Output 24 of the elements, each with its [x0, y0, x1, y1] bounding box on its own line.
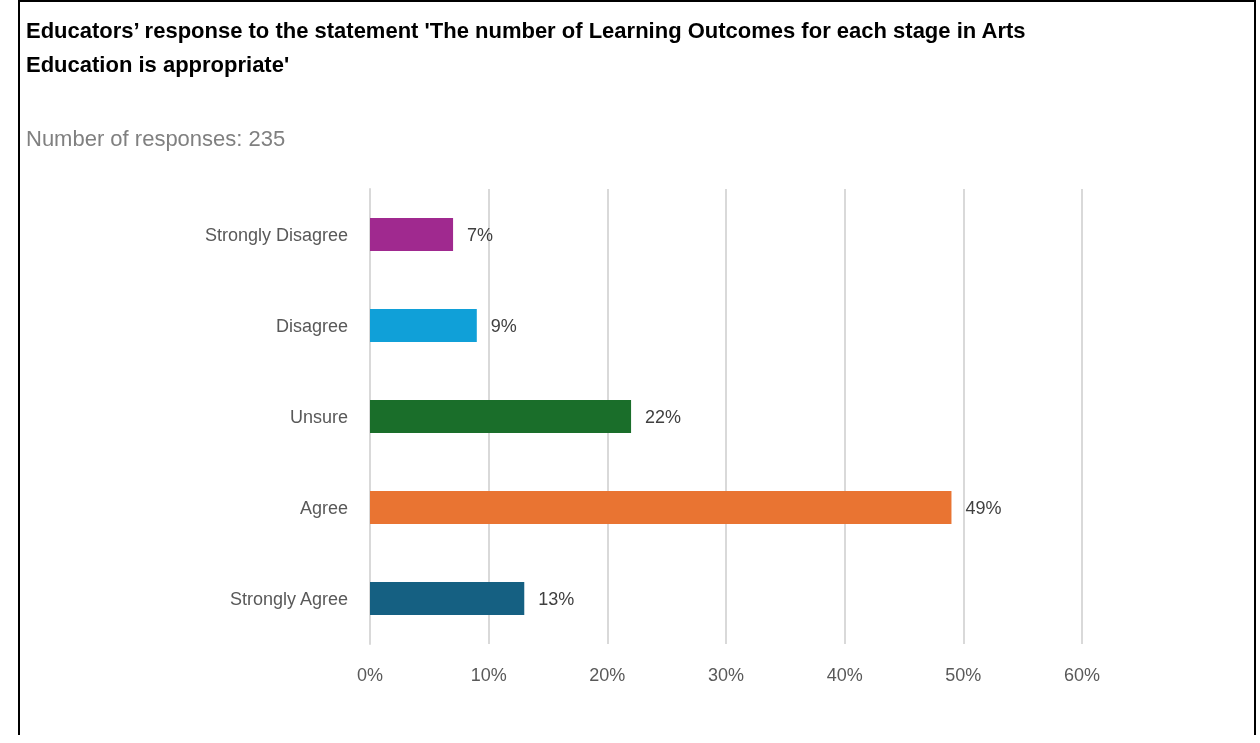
- y-tick-label: Agree: [299, 497, 348, 518]
- data-label: 7%: [467, 224, 494, 245]
- x-tick-label: 30%: [707, 665, 745, 685]
- y-tick-label: Strongly Agree: [229, 588, 348, 609]
- bar: [370, 582, 525, 615]
- x-tick-label: 40%: [826, 665, 863, 685]
- data-label: 22%: [645, 406, 682, 427]
- x-tick-label: 0%: [356, 665, 384, 685]
- y-tick-label: Strongly Disagree: [204, 224, 348, 245]
- chart-title: Educators’ response to the statement 'The number of Learning Outcomes for each stage in Arts Education is appropriate': [26, 17, 1027, 79]
- x-tick-label: 20%: [589, 665, 626, 685]
- x-tick-label: 50%: [945, 665, 982, 685]
- y-tick-label: Disagree: [275, 315, 348, 336]
- bar: [370, 218, 454, 251]
- x-tick-label: 60%: [1063, 665, 1101, 685]
- bar: [370, 400, 632, 433]
- y-tick-label: Unsure: [289, 406, 348, 427]
- data-label: 9%: [490, 315, 517, 336]
- bar: [370, 309, 477, 342]
- x-tick-label: 10%: [470, 665, 507, 685]
- data-label: 13%: [538, 588, 575, 609]
- text: Number of responses: 235: [26, 126, 286, 152]
- data-label: 49%: [965, 497, 1002, 518]
- bar: [370, 491, 952, 524]
